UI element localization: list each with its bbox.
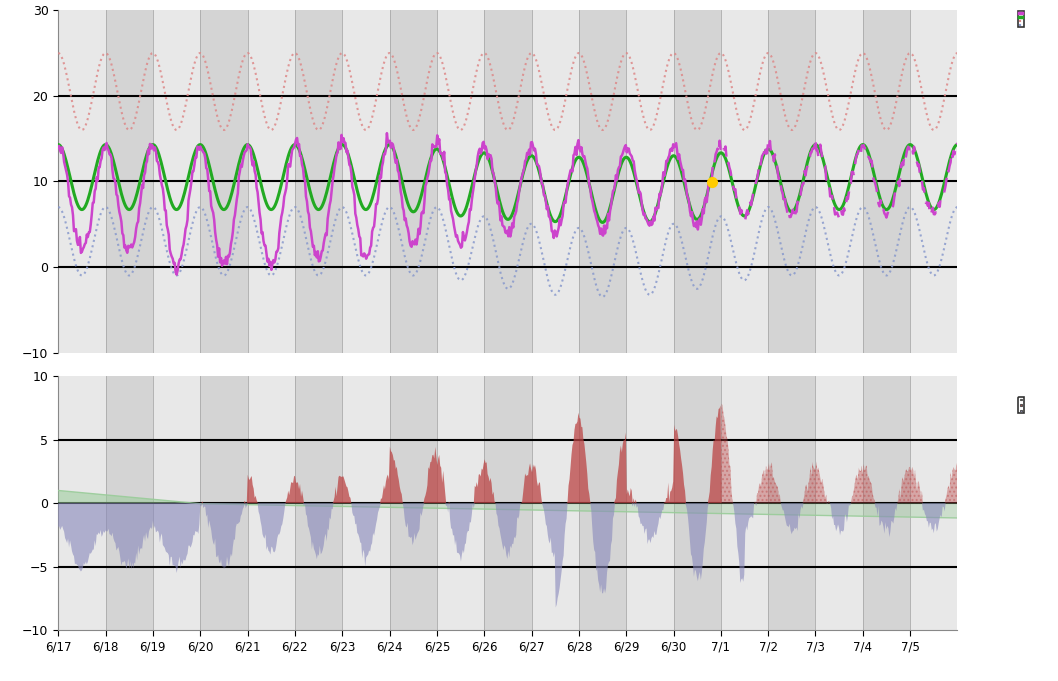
Bar [910, 10, 957, 353]
Bar [674, 10, 720, 353]
Bar [531, 377, 579, 630]
Bar [248, 10, 295, 353]
Bar [342, 377, 389, 630]
Bar [248, 377, 295, 630]
Bar [531, 10, 579, 353]
Legend: , , , : , , , [1018, 11, 1024, 27]
Bar [720, 377, 768, 630]
Bar [437, 10, 485, 353]
Bar [720, 10, 768, 353]
Legend: , , : , , [1018, 397, 1024, 413]
Bar [295, 377, 342, 630]
Bar [342, 10, 389, 353]
Bar [816, 10, 863, 353]
Bar [58, 10, 106, 353]
Bar [579, 377, 626, 630]
Bar [768, 10, 816, 353]
Bar [389, 10, 437, 353]
Bar [200, 10, 248, 353]
Bar [200, 377, 248, 630]
Bar [863, 10, 910, 353]
Bar [816, 377, 863, 630]
Bar [863, 377, 910, 630]
Bar [674, 377, 720, 630]
Bar [437, 377, 485, 630]
Bar [152, 10, 200, 353]
Bar [389, 377, 437, 630]
Bar [106, 377, 152, 630]
Bar [58, 377, 106, 630]
Bar [626, 10, 674, 353]
Bar [295, 10, 342, 353]
Bar [910, 377, 957, 630]
Bar [579, 10, 626, 353]
Bar [485, 10, 531, 353]
Bar [152, 377, 200, 630]
Bar [768, 377, 816, 630]
Bar [106, 10, 152, 353]
Bar [485, 377, 531, 630]
Bar [626, 377, 674, 630]
